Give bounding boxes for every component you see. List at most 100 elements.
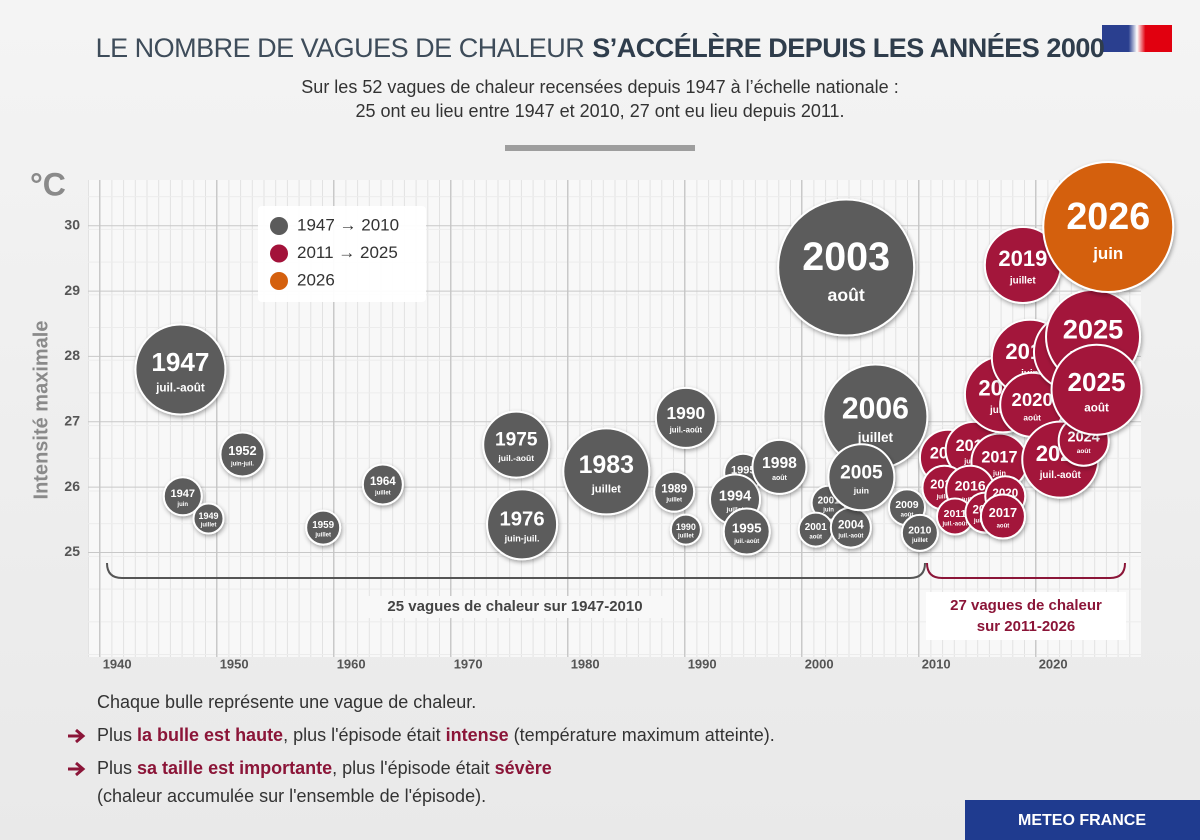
note-text: , plus l'épisode était — [283, 725, 446, 745]
bubble-sublabel: juin — [1092, 244, 1123, 263]
annotation: 27 vagues de chaleur — [950, 597, 1102, 614]
bubble-sublabel: juillet — [857, 430, 894, 445]
bubble — [900, 513, 939, 552]
bubble-sublabel: août — [772, 475, 787, 482]
bubble — [1050, 343, 1143, 436]
x-tick-label: 2000 — [805, 656, 834, 671]
annotation-bg — [360, 596, 670, 618]
bubble-label: 2025 — [1063, 313, 1124, 344]
x-tick-label: 1980 — [571, 656, 600, 671]
bubble-sublabel: juil.-août — [155, 381, 205, 394]
bubble-sublabel: juillet — [591, 483, 621, 495]
bubble-label: 1995 — [732, 520, 762, 535]
bubble — [1042, 161, 1175, 294]
bubble-sublabel: juillet — [1009, 276, 1036, 287]
bubble-sublabel: août — [901, 513, 914, 519]
arrow-icon — [68, 761, 86, 777]
note-emphasis: sévère — [495, 758, 552, 778]
bubble-sublabel: juil.-août — [837, 534, 863, 540]
bubble-sublabel: juillet — [677, 533, 694, 539]
bracket — [106, 562, 926, 579]
legend-marker — [270, 272, 288, 290]
bubble-sublabel: juillet — [374, 490, 391, 496]
bubble — [653, 470, 696, 513]
bubble-label: 1975 — [495, 430, 538, 451]
arrow-icon — [68, 728, 86, 744]
bubble — [361, 463, 404, 506]
bubble-sublabel: juillet — [314, 532, 331, 538]
bubble-label: 1995 — [731, 464, 756, 476]
annotation-bg — [926, 592, 1126, 640]
bubble — [486, 488, 559, 561]
note: (chaleur accumulée sur l'ensemble de l'é… — [97, 786, 486, 806]
bubble-label: 2020 — [1012, 389, 1053, 410]
bubble-label: 1949 — [198, 511, 218, 521]
bubble-label: 2019 — [998, 246, 1047, 271]
note: Plus la bulle est haute, plus l'épisode … — [97, 725, 775, 745]
bubble-sublabel: juillet — [665, 498, 682, 504]
bubble-label: 1959 — [312, 520, 334, 531]
separator — [505, 145, 695, 151]
bubble-label: 2006 — [842, 392, 909, 425]
bubble-label: 1947 — [151, 347, 209, 377]
x-tick-label: 1960 — [337, 656, 366, 671]
subtitle: Sur les 52 vagues de chaleur recensées d… — [301, 77, 898, 97]
note-text: Plus — [97, 725, 137, 745]
bubble — [219, 431, 266, 478]
bubble-label: 2003 — [802, 235, 890, 279]
note-emphasis: la bulle est haute — [137, 725, 283, 745]
x-tick-label: 1950 — [220, 656, 249, 671]
note-text: , plus l'épisode était — [332, 758, 495, 778]
x-tick-label: 1940 — [103, 656, 132, 671]
bubble — [562, 427, 651, 516]
bubble-sublabel: juil.-août — [941, 522, 967, 528]
bubble-label: 2017 — [981, 449, 1017, 467]
bubble-label: 1990 — [667, 403, 706, 423]
bubble-sublabel: août — [809, 534, 822, 540]
footer-logo: METEO FRANCE — [1018, 812, 1146, 829]
x-tick-label: 2020 — [1039, 656, 1068, 671]
bubble-sublabel: juil.-août — [669, 426, 703, 435]
bubble — [654, 386, 717, 449]
bubble-sublabel: juin — [176, 502, 188, 508]
bubble-label: 2004 — [838, 518, 864, 531]
bubble-label: 2016 — [955, 478, 986, 494]
bubble — [979, 493, 1026, 540]
title-light: LE NOMBRE DE VAGUES DE CHALEUR — [96, 33, 585, 63]
bubble-sublabel: août — [1077, 448, 1092, 455]
bubble — [777, 198, 916, 337]
bubble — [162, 476, 203, 517]
bubble-sublabel: juil.-août — [497, 453, 534, 463]
bubble-label: 2025 — [1068, 367, 1126, 397]
bubble-label: 1952 — [228, 443, 256, 458]
bubble — [751, 438, 808, 495]
bubble-sublabel: août — [997, 523, 1010, 529]
note-text: Chaque bulle représente une vague de cha… — [97, 692, 476, 712]
bubble — [722, 507, 771, 556]
bubble — [669, 513, 702, 546]
bubble-label: 2009 — [895, 500, 918, 511]
legend-label: 2011 → 2025 — [297, 243, 398, 262]
legend-marker — [270, 244, 288, 263]
bubble-sublabel: juil.-août — [1039, 470, 1082, 481]
legend-label: 2026 — [297, 270, 335, 289]
bubble-sublabel: juin-juil. — [230, 461, 254, 467]
title-bold: S’ACCÉLÈRE DEPUIS LES ANNÉES 2000 — [592, 32, 1104, 63]
x-tick-label: 1990 — [688, 656, 717, 671]
bubble-sublabel: juin — [992, 468, 1006, 477]
bubble-sublabel: juin — [853, 485, 869, 495]
bubble-label: 1989 — [661, 482, 687, 495]
y-tick-label: 26 — [64, 478, 80, 494]
bubble-sublabel: juillet — [200, 522, 217, 528]
bubble-label: 1994 — [719, 488, 751, 504]
note: Plus sa taille est importante, plus l'ép… — [97, 758, 552, 778]
note-emphasis: sa taille est importante — [137, 758, 332, 778]
bubble-label: 1964 — [370, 475, 396, 488]
y-axis-label: Intensité maximale — [30, 321, 52, 500]
footer-logo-box — [965, 800, 1200, 840]
annotation: 25 vagues de chaleur sur 1947-2010 — [387, 598, 642, 615]
bubble-label: 1983 — [579, 451, 634, 479]
bubble-sublabel: juil.-août — [733, 539, 759, 545]
note: Chaque bulle représente une vague de cha… — [97, 692, 476, 712]
